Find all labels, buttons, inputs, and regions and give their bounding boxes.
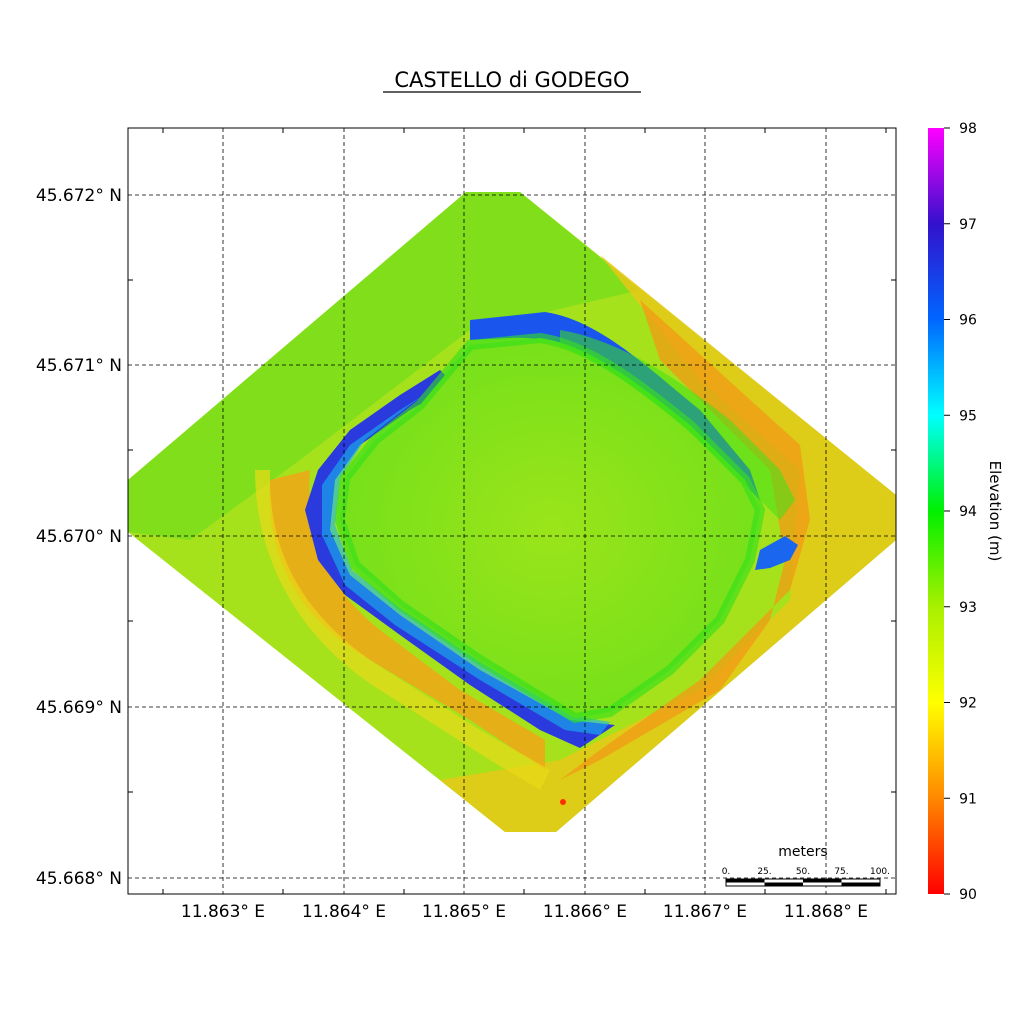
latitude-labels: 45.672° N 45.671° N 45.670° N 45.669° N 45.6… xyxy=(36,186,122,889)
latitude-label: 45.669° N xyxy=(36,698,122,718)
terrain-layer xyxy=(128,192,896,832)
longitude-label: 11.865° E xyxy=(422,902,506,922)
colorbar-tick-label: 95 xyxy=(959,408,977,424)
colorbar-tick-label: 93 xyxy=(959,600,977,616)
scale-seg-3 xyxy=(803,879,842,883)
moat-west xyxy=(305,370,615,748)
colorbar-tick-label: 94 xyxy=(959,504,977,520)
ne-rampart xyxy=(560,330,795,520)
latitude-label: 45.668° N xyxy=(36,869,122,889)
scale-bar-tick-label: 100. xyxy=(870,867,890,877)
colorbar-ticks: 98 97 96 95 94 93 92 91 90 xyxy=(944,121,977,903)
longitude-label: 11.863° E xyxy=(181,902,265,922)
terrain-nw-green xyxy=(128,192,640,540)
colorbar-tick-label: 97 xyxy=(959,217,977,233)
colorbar: 98 97 96 95 94 93 92 91 90 Elevation (m) xyxy=(928,121,1004,903)
colorbar-tick-label: 91 xyxy=(959,791,977,807)
red-spot xyxy=(560,799,566,805)
colorbar-tick-label: 90 xyxy=(959,887,977,903)
colorbar-tick-label: 96 xyxy=(959,313,977,329)
longitude-label: 11.868° E xyxy=(784,902,868,922)
latitude-label: 45.671° N xyxy=(36,356,122,376)
longitude-labels: 11.863° E 11.864° E 11.865° E 11.866° E 11.8… xyxy=(181,902,868,922)
terrain-sw-orange xyxy=(269,470,545,770)
longitude-label: 11.866° E xyxy=(543,902,627,922)
plot-frame xyxy=(127,127,897,895)
scale-bar-unit: meters xyxy=(778,844,827,860)
colorbar-gradient xyxy=(928,128,944,894)
scale-bar-ticks: 0. 25. 50. 75. 100. xyxy=(722,867,890,877)
latitude-label: 45.670° N xyxy=(36,527,122,547)
scale-seg-1 xyxy=(726,879,765,883)
map-title: CASTELLO di GODEGO xyxy=(394,68,629,92)
scale-bar-tick-label: 75. xyxy=(834,867,848,877)
terrain-sw-yellow xyxy=(255,470,550,790)
longitude-label: 11.867° E xyxy=(663,902,747,922)
scale-bar-tick-label: 0. xyxy=(722,867,731,877)
moat-east xyxy=(755,536,798,570)
colorbar-tick-label: 98 xyxy=(959,121,977,137)
colorbar-label: Elevation (m) xyxy=(986,461,1004,562)
scale-bar: meters 0. 25. 50. 75. 100. xyxy=(722,844,890,887)
moat-west-cyan xyxy=(322,380,610,735)
scale-bar-tick-label: 50. xyxy=(796,867,810,877)
terrain-se-orange xyxy=(560,300,810,780)
latitude-label: 45.672° N xyxy=(36,186,122,206)
scale-seg-2 xyxy=(764,882,803,886)
graticule xyxy=(128,128,896,894)
scale-bar-tick-label: 25. xyxy=(757,867,771,877)
longitude-label: 11.864° E xyxy=(302,902,386,922)
central-plateau xyxy=(340,338,760,718)
scale-seg-4 xyxy=(841,882,880,886)
colorbar-tick-label: 92 xyxy=(959,696,977,712)
